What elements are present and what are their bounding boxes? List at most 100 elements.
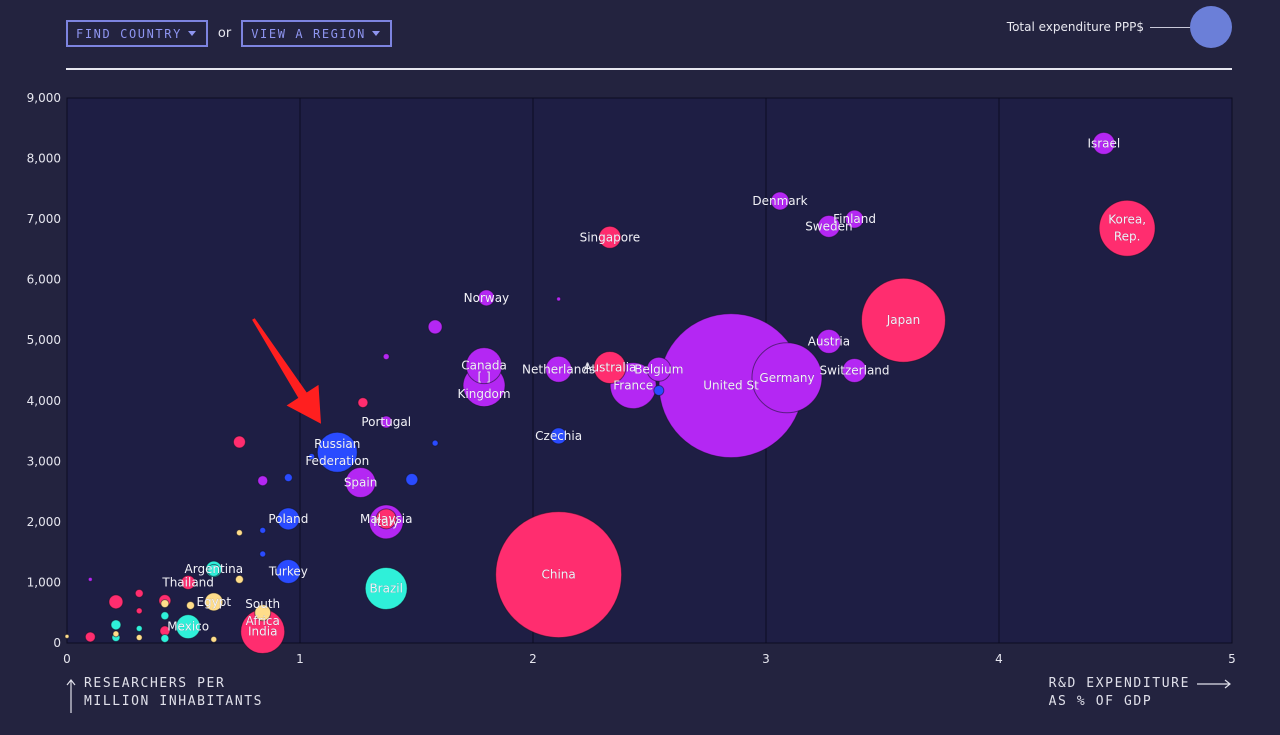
bubble-australia[interactable] — [593, 350, 627, 384]
y-tick-label: 7,000 — [27, 212, 61, 226]
bubble[interactable] — [135, 607, 143, 615]
label-norway: Norway — [464, 291, 510, 305]
bubble-russian-federation[interactable] — [316, 431, 358, 473]
label-russian-federation: Russian Federation — [305, 437, 369, 468]
size-legend-line — [1150, 26, 1190, 28]
bubble-malaysia[interactable] — [375, 508, 397, 530]
y-tick-label: 8,000 — [27, 152, 61, 166]
bubble-finland[interactable] — [845, 209, 865, 229]
bubble-china[interactable] — [495, 511, 623, 639]
bubble[interactable] — [160, 633, 170, 643]
annotation-arrow — [252, 318, 321, 424]
bubble-netherlands[interactable] — [545, 355, 573, 383]
x-tick-label: 5 — [1228, 652, 1236, 666]
bubble-belgium[interactable] — [646, 356, 672, 382]
bubble[interactable] — [210, 635, 218, 643]
bubble[interactable] — [427, 319, 443, 335]
bubble-singapore[interactable] — [598, 225, 622, 249]
bubble-poland[interactable] — [276, 507, 300, 531]
label-germany: Germany — [759, 371, 814, 385]
bubble[interactable] — [357, 397, 369, 409]
bubble[interactable] — [87, 576, 93, 582]
bubble[interactable] — [185, 600, 195, 610]
y-axis-title-line1: RESEARCHERS PER — [84, 676, 226, 691]
bubble[interactable] — [283, 473, 293, 483]
y-tick-label: 2,000 — [27, 515, 61, 529]
bubble[interactable] — [431, 439, 439, 447]
size-legend-circle — [1190, 6, 1232, 48]
label-poland: Poland — [268, 512, 308, 526]
bubble[interactable] — [308, 452, 316, 460]
label-belgium: Belgium — [634, 362, 683, 376]
label-israel: Israel — [1087, 136, 1120, 150]
bubble-portugal[interactable] — [379, 415, 393, 429]
find-country-dropdown[interactable]: FIND COUNTRY — [66, 20, 208, 47]
label-australia: Australia — [583, 360, 636, 374]
label-italy: Italy — [373, 515, 399, 529]
label-france: France — [613, 379, 653, 393]
x-tick-label: 0 — [63, 652, 71, 666]
bubble[interactable] — [160, 599, 170, 609]
bubble[interactable] — [207, 563, 221, 577]
size-legend: Total expenditure PPP$ — [1007, 6, 1232, 48]
label-czechia: Czechia — [535, 429, 582, 443]
label-netherlands: Netherlands — [522, 362, 595, 376]
bubble-egypt[interactable] — [204, 592, 224, 612]
bubble[interactable] — [110, 619, 122, 631]
bubble-denmark[interactable] — [770, 191, 790, 211]
label-spain: Spain — [344, 476, 378, 490]
bubble-brazil[interactable] — [364, 567, 408, 610]
bubble-mexico[interactable] — [175, 614, 201, 640]
bubble[interactable] — [135, 624, 143, 632]
x-tick-label: 1 — [296, 652, 304, 666]
y-tick-label: 1,000 — [27, 575, 61, 589]
bubble[interactable] — [64, 633, 70, 639]
bubble[interactable] — [84, 631, 96, 643]
bubble[interactable] — [160, 611, 170, 621]
bubble-turkey[interactable] — [275, 559, 301, 585]
caret-down-icon — [371, 31, 380, 36]
bubble[interactable] — [235, 529, 243, 537]
bubble-south-africa[interactable] — [254, 604, 272, 622]
bubble[interactable] — [653, 384, 665, 396]
view-region-dropdown[interactable]: VIEW A REGION — [241, 20, 392, 47]
bubble[interactable] — [108, 594, 124, 610]
bubble-czechia[interactable] — [550, 427, 568, 445]
bubble[interactable] — [259, 550, 267, 558]
bubble[interactable] — [556, 296, 562, 302]
bubble-germany[interactable] — [751, 342, 823, 414]
bubble-norway[interactable] — [477, 289, 495, 307]
bubble[interactable] — [234, 574, 244, 584]
bubble-austria[interactable] — [816, 328, 842, 354]
bubble-sweden[interactable] — [817, 214, 841, 238]
y-tick-label: 0 — [53, 636, 61, 650]
bubble[interactable] — [257, 475, 269, 487]
bubble-thailand[interactable] — [180, 574, 196, 590]
bubbles — [64, 131, 1156, 654]
bubble-israel[interactable] — [1092, 131, 1116, 155]
bubble-spain[interactable] — [345, 467, 377, 499]
label-denmark: Denmark — [752, 194, 807, 208]
bubble[interactable] — [405, 473, 419, 486]
label-thailand: Thailand — [161, 575, 214, 589]
label-mexico: Mexico — [167, 620, 209, 634]
bubble[interactable] — [259, 526, 267, 534]
x-axis-title: R&D EXPENDITURE AS % OF GDP — [1049, 675, 1190, 711]
bubble-switzerland[interactable] — [842, 358, 868, 383]
top-divider — [66, 68, 1232, 70]
bubble[interactable] — [135, 634, 143, 642]
top-controls: FIND COUNTRY or VIEW A REGION — [66, 20, 392, 47]
bubble[interactable] — [134, 588, 144, 598]
bubble[interactable] — [232, 435, 246, 449]
bubble-korea-rep[interactable] — [1098, 199, 1156, 257]
y-axis-title-line2: MILLION INHABITANTS — [84, 694, 264, 709]
bubble-canada[interactable] — [465, 347, 503, 385]
bubble[interactable] — [382, 353, 390, 361]
y-tick-labels: 0 1,000 2,000 3,000 4,000 5,000 6,000 7,000 8,00… — [27, 91, 61, 650]
find-country-label: FIND COUNTRY — [76, 26, 182, 41]
bubble-japan[interactable] — [860, 277, 946, 363]
label-turkey: Turkey — [268, 565, 308, 579]
label-korea-rep: Korea, Rep. — [1108, 213, 1146, 244]
bubble[interactable] — [112, 630, 120, 638]
